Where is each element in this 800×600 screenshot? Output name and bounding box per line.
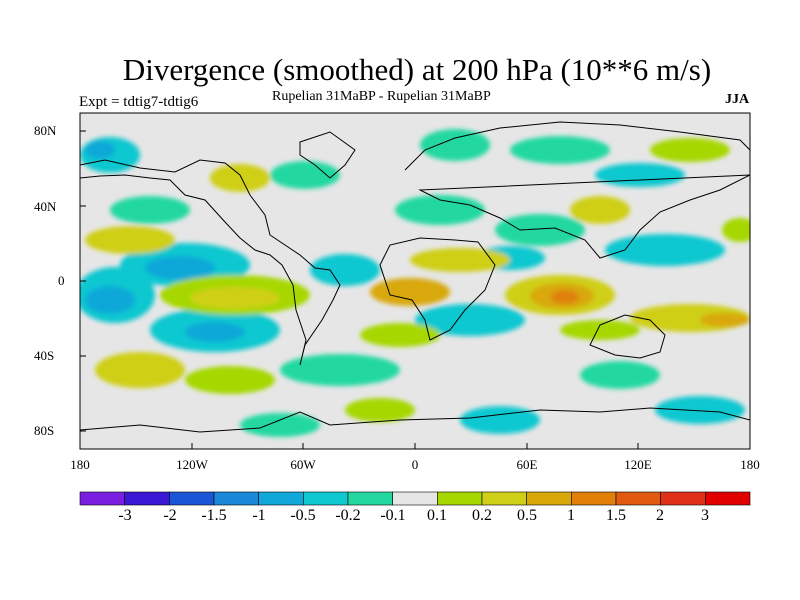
field-patch	[460, 406, 540, 434]
season-label: JJA	[725, 92, 750, 107]
field-patch	[551, 290, 579, 304]
colorbar-label: 1.5	[606, 507, 626, 524]
field-patch	[420, 129, 490, 161]
divergence-field	[80, 129, 750, 437]
colorbar	[79, 491, 751, 506]
field-patch	[240, 413, 320, 437]
field-patch	[145, 256, 215, 280]
colorbar-swatch	[481, 491, 527, 506]
experiment-label: Expt = tdtig7-tdtig6	[79, 94, 199, 110]
lat-label-80n: 80N	[34, 123, 57, 138]
field-patch	[595, 163, 685, 187]
lat-label-0: 0	[58, 273, 65, 288]
field-patch	[185, 366, 275, 394]
colorbar-label: -3	[118, 507, 132, 524]
field-patch	[605, 234, 725, 266]
axis-ticks	[79, 130, 751, 449]
colorbar-label: 3	[701, 507, 709, 524]
colorbar-swatch	[303, 491, 349, 506]
colorbar-label: -0.2	[335, 507, 361, 524]
field-patch	[85, 141, 115, 159]
field-patch	[655, 396, 745, 424]
field-patch	[370, 278, 450, 306]
field-patch	[650, 138, 730, 162]
lon-label-0: 0	[411, 457, 419, 472]
colorbar-swatch	[705, 491, 751, 506]
lon-label-60w: 60W	[290, 457, 316, 472]
colorbar-swatch	[169, 491, 215, 506]
field-patch	[95, 352, 185, 388]
field-patch	[360, 323, 440, 347]
coastline-greenland	[299, 131, 356, 179]
colorbar-swatch	[258, 491, 304, 506]
field-patch	[185, 322, 245, 342]
field-patch	[280, 354, 400, 386]
colorbar-label: 0.5	[517, 507, 537, 524]
colorbar-label: -0.1	[380, 507, 406, 524]
field-patch	[270, 161, 340, 189]
colorbar-label: 2	[656, 507, 664, 524]
colorbar-swatch	[437, 491, 483, 506]
colorbar-swatch	[347, 491, 393, 506]
colorbar-label: 0.2	[472, 507, 492, 524]
colorbar-swatch	[213, 491, 259, 506]
colorbar-label: -1.5	[201, 507, 227, 524]
field-patch	[410, 248, 510, 272]
colorbar-label: -1	[252, 507, 266, 524]
field-patch	[495, 214, 585, 246]
field-patch	[310, 254, 380, 286]
coastline-africa	[379, 237, 496, 341]
field-patch	[110, 196, 190, 224]
lon-label-180w: 180	[70, 457, 90, 472]
colorbar-swatch	[124, 491, 170, 506]
comparison-subtitle: Rupelian 31MaBP - Rupelian 31MaBP	[272, 89, 491, 104]
colorbar-swatch	[79, 491, 125, 506]
coastlines	[80, 121, 750, 433]
lat-label-40n: 40N	[34, 199, 57, 214]
lon-label-180e: 180	[740, 457, 760, 472]
colorbar-swatch	[660, 491, 706, 506]
colorbar-label: 0.1	[427, 507, 447, 524]
colorbar-swatch	[526, 491, 572, 506]
field-patch	[395, 195, 485, 225]
field-patch	[415, 304, 525, 336]
coastline-australia	[589, 314, 666, 359]
field-patch	[722, 218, 750, 242]
lon-label-120e: 120E	[624, 457, 652, 472]
colorbar-label: -2	[163, 507, 177, 524]
coastline-americas	[80, 159, 341, 366]
colorbar-label: -0.5	[290, 507, 316, 524]
field-patch	[210, 164, 270, 192]
plot-title: Divergence (smoothed) at 200 hPa (10**6 …	[122, 52, 712, 87]
field-patch	[580, 361, 660, 389]
lat-label-40s: 40S	[34, 348, 55, 363]
colorbar-label: 1	[567, 507, 575, 524]
lon-label-120w: 120W	[176, 457, 208, 472]
field-patch	[345, 398, 415, 422]
coastline-antarctica	[80, 407, 750, 433]
field-patch	[700, 313, 750, 327]
colorbar-swatch	[571, 491, 617, 506]
lon-label-60e: 60E	[516, 457, 538, 472]
field-patch	[85, 226, 175, 254]
field-patch	[190, 287, 280, 309]
field-patch	[510, 136, 610, 164]
colorbar-swatch	[615, 491, 661, 506]
field-patch	[570, 196, 630, 224]
colorbar-swatch	[392, 491, 438, 506]
coastline-eurasia	[404, 121, 750, 259]
field-patch	[560, 320, 640, 340]
field-patch	[85, 286, 135, 314]
lat-label-80s: 80S	[34, 423, 55, 438]
